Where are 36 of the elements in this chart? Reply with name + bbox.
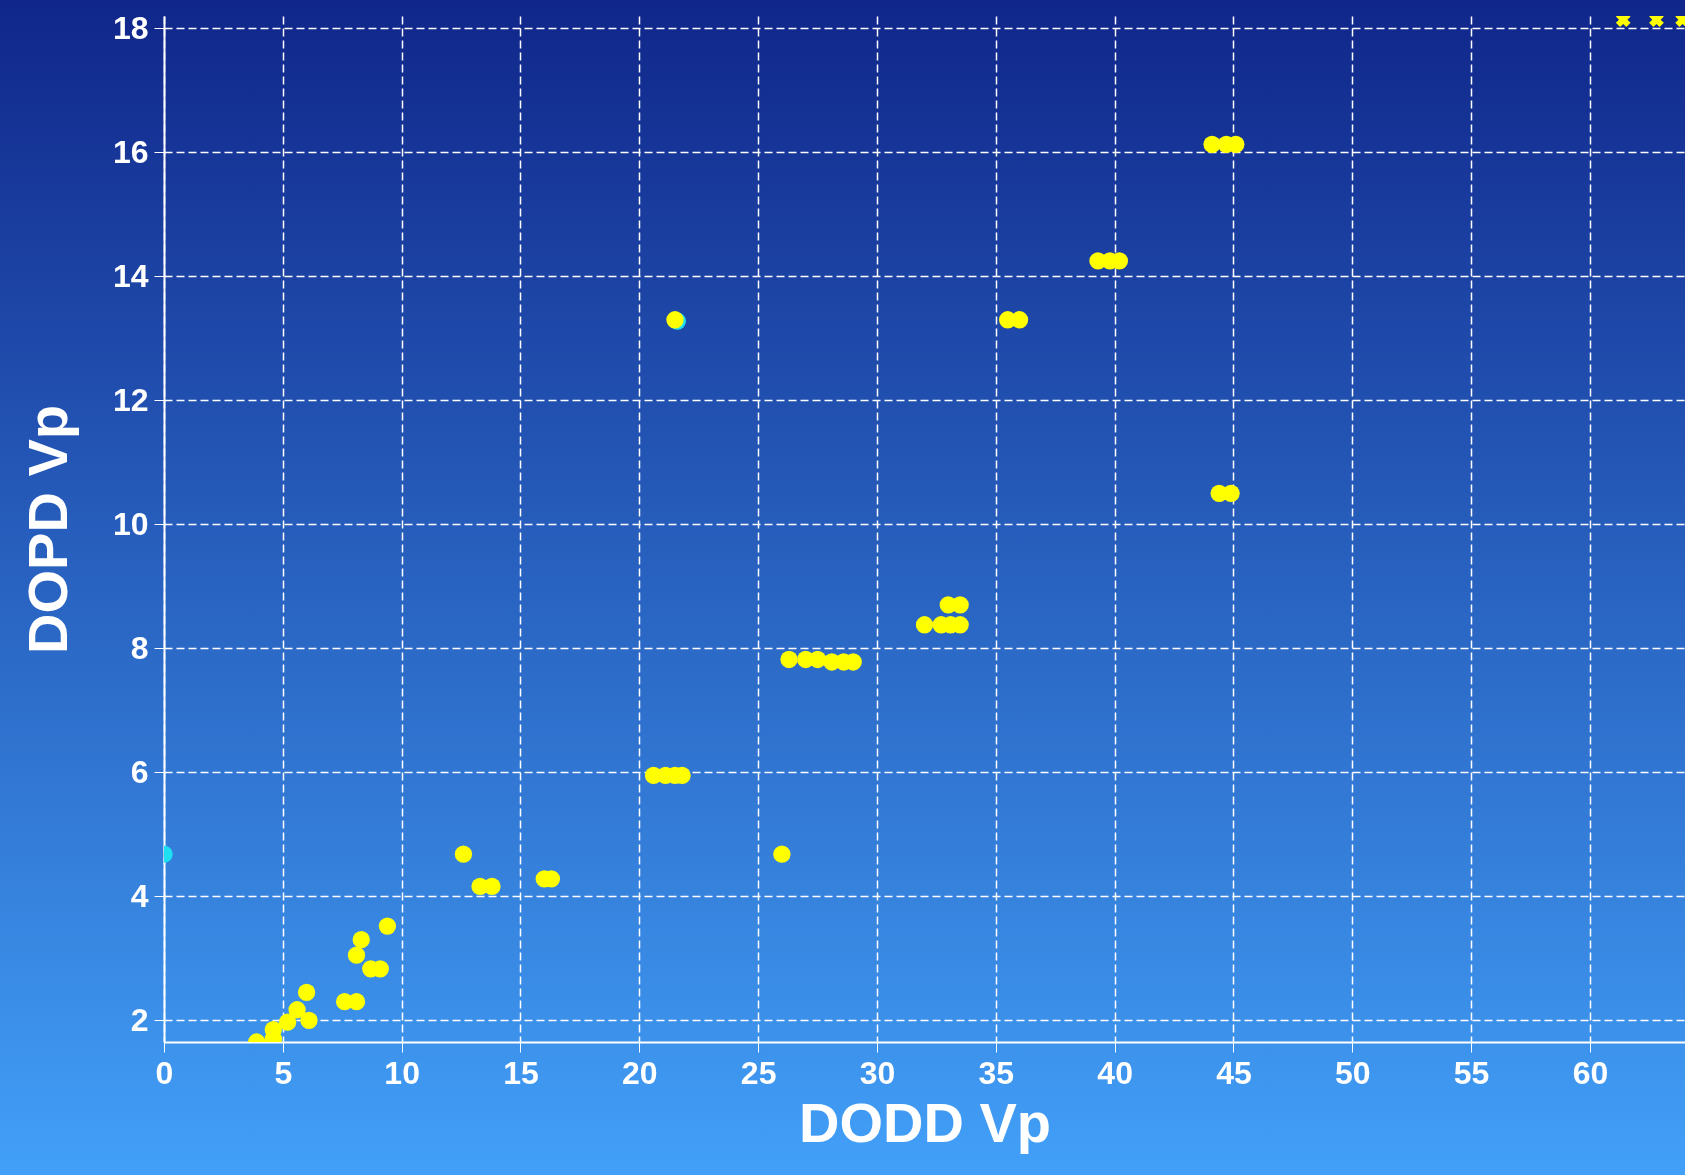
x-tick-label: 0 bbox=[155, 1054, 174, 1091]
x-tick-label: 15 bbox=[503, 1054, 539, 1091]
x-tick-label: 10 bbox=[384, 1054, 420, 1091]
x-tick-label: 30 bbox=[859, 1054, 896, 1091]
point bbox=[347, 946, 366, 964]
x-tick-label: 40 bbox=[1097, 1054, 1133, 1091]
x-tick-label: 20 bbox=[622, 1054, 658, 1091]
x-tick-label: 45 bbox=[1216, 1054, 1252, 1091]
x-tick-label: 5 bbox=[274, 1054, 293, 1091]
point bbox=[773, 845, 791, 863]
point bbox=[915, 616, 934, 634]
y-tick-label: 14 bbox=[112, 257, 149, 294]
y-tick-label: 18 bbox=[112, 9, 149, 46]
y-tick-label: 16 bbox=[112, 133, 149, 170]
y-tick-label: 12 bbox=[112, 381, 149, 418]
x-tick-label: 55 bbox=[1453, 1054, 1490, 1091]
y-tick-label: 4 bbox=[130, 877, 149, 914]
x-tick-label: 60 bbox=[1572, 1054, 1609, 1091]
y-tick-label: 10 bbox=[112, 505, 149, 542]
point bbox=[352, 931, 370, 949]
point bbox=[278, 1013, 297, 1031]
point bbox=[780, 650, 798, 669]
point bbox=[288, 1001, 306, 1019]
x-tick-label: 50 bbox=[1334, 1054, 1371, 1091]
x-axis-title: DODD Vp bbox=[799, 1090, 1051, 1154]
y-tick-label: 8 bbox=[130, 629, 149, 666]
point bbox=[1203, 135, 1221, 153]
y-tick-label: 6 bbox=[130, 753, 149, 790]
y-axis-title: DOPD Vp bbox=[15, 405, 79, 654]
point bbox=[378, 917, 397, 935]
point bbox=[297, 983, 316, 1002]
y-tick-label: 2 bbox=[130, 1001, 149, 1038]
x-tick-label: 25 bbox=[740, 1054, 777, 1091]
point bbox=[454, 845, 473, 863]
point bbox=[300, 1011, 318, 1029]
x-tick-label: 35 bbox=[978, 1054, 1015, 1091]
